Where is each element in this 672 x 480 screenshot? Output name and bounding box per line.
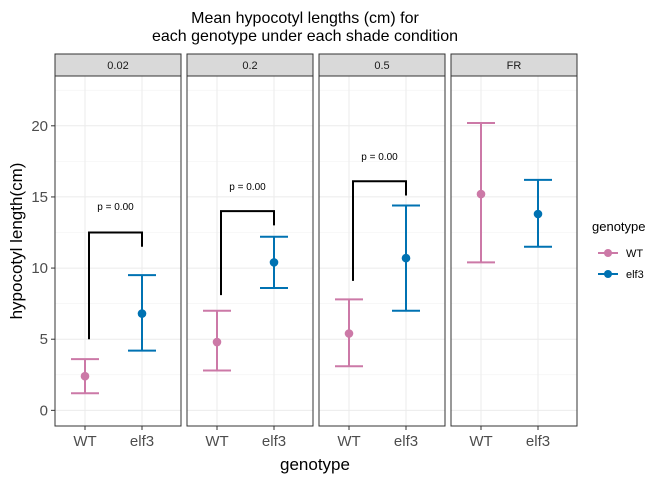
panel-border — [54, 75, 182, 427]
p-value-label: p = 0.00 — [229, 182, 266, 193]
x-axis-title: genotype — [280, 455, 350, 474]
x-tick-label: elf3 — [262, 433, 286, 450]
facet-strip-label: FR — [507, 60, 522, 72]
facet-strip-label: 0.5 — [374, 60, 389, 72]
panel-border — [318, 75, 446, 427]
legend-key-point — [604, 249, 612, 257]
mean-point-elf3 — [401, 253, 411, 263]
legend-item-elf3: elf3 — [598, 269, 644, 281]
facet-panel-0: 0.02 p = 0.00 WT elf3 — [54, 53, 182, 450]
errorbar-WT — [203, 309, 231, 372]
legend-label: WT — [626, 248, 643, 260]
mean-point-WT — [344, 329, 354, 338]
panel-background — [319, 76, 445, 426]
errorbar-WT — [335, 298, 363, 368]
panel-background — [187, 76, 313, 426]
legend-item-WT: WT — [598, 248, 643, 260]
significance-bracket — [220, 210, 275, 296]
x-tick-label: elf3 — [526, 433, 550, 450]
significance-bracket — [352, 180, 407, 281]
panel-background — [55, 76, 181, 426]
facet-panel-1: 0.2 p = 0.00 WT elf3 — [186, 53, 314, 450]
legend-label: elf3 — [626, 269, 644, 281]
errorbar-WT — [71, 358, 99, 395]
errorbar-elf3 — [524, 178, 552, 248]
facet-panel-2: 0.5 p = 0.00 WT elf3 — [318, 53, 446, 450]
x-tick-label: WT — [73, 433, 96, 450]
x-tick-label: elf3 — [130, 433, 154, 450]
errorbar-elf3 — [128, 274, 156, 352]
facet-panels: 0.02 p = 0.00 WT elf3 0.2 p = 0.00 WT elf3 0.5 p … — [54, 53, 578, 450]
mean-point-WT — [80, 371, 90, 381]
mean-point-elf3 — [533, 209, 543, 219]
panel-border — [450, 75, 578, 427]
facet-strip-label: 0.02 — [107, 60, 128, 72]
y-tick-label: 5 — [40, 331, 48, 348]
x-tick-label: elf3 — [394, 433, 418, 450]
facet-panel-3: FR WT elf3 — [450, 53, 578, 450]
y-tick-label: 10 — [31, 260, 48, 277]
y-tick-label: 0 — [40, 402, 48, 419]
mean-point-WT — [476, 189, 486, 199]
mean-point-elf3 — [137, 309, 147, 318]
x-tick-label: WT — [205, 433, 228, 450]
significance-bracket — [88, 231, 143, 340]
errorbar-elf3 — [260, 235, 288, 289]
errorbar-WT — [467, 121, 495, 264]
chart-title-line-1: Mean hypocotyl lengths (cm) for — [191, 10, 419, 27]
y-axis-title: hypocotyl length(cm) — [7, 163, 26, 320]
mean-point-WT — [212, 337, 222, 347]
legend: genotype WT elf3 — [592, 219, 646, 281]
panel-background — [451, 76, 577, 426]
facet-strip-label: 0.2 — [242, 60, 257, 72]
y-tick-label: 20 — [31, 118, 48, 135]
p-value-label: p = 0.00 — [97, 202, 134, 213]
chart-title-line-2: each genotype under each shade condition — [152, 28, 458, 45]
y-axis: 0 5 10 15 20 — [31, 118, 55, 419]
y-tick-label: 15 — [31, 189, 48, 206]
legend-key-point — [604, 270, 612, 278]
x-tick-label: WT — [337, 433, 360, 450]
legend-title: genotype — [592, 219, 646, 234]
p-value-label: p = 0.00 — [361, 152, 398, 163]
x-tick-label: WT — [469, 433, 492, 450]
errorbar-elf3 — [392, 204, 420, 312]
panel-border — [186, 75, 314, 427]
mean-point-elf3 — [269, 258, 279, 267]
